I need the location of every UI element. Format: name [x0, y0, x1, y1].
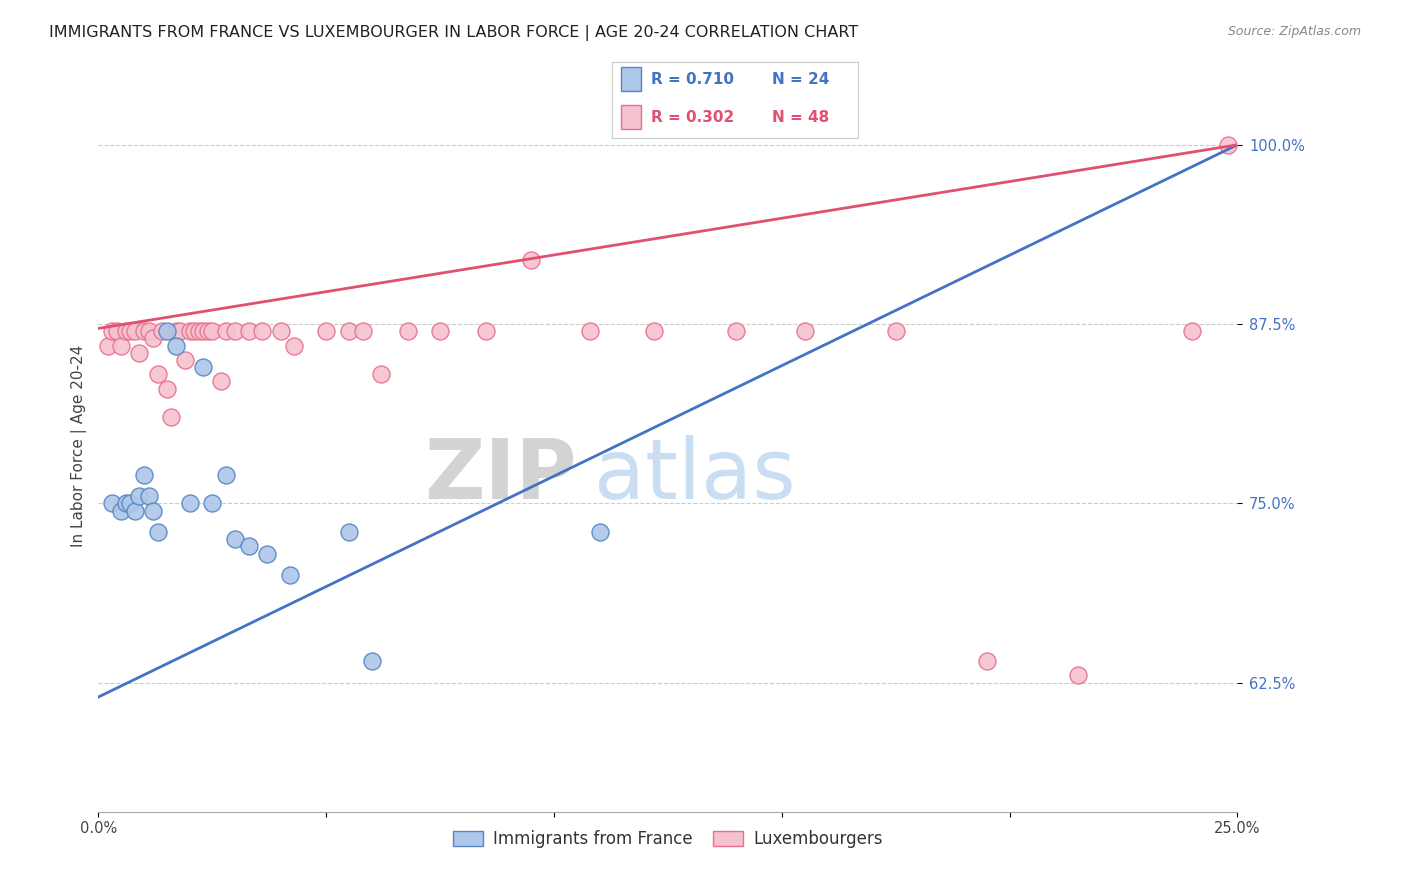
Point — [105, 324, 128, 338]
Point — [224, 533, 246, 547]
Point — [643, 324, 665, 338]
Point — [215, 467, 238, 482]
Point — [193, 324, 215, 338]
Point — [142, 331, 165, 345]
Point — [128, 345, 150, 359]
Point — [588, 524, 610, 539]
Point — [120, 496, 142, 510]
Point — [169, 324, 191, 338]
Point — [252, 324, 274, 338]
Point — [201, 496, 224, 510]
Point — [165, 338, 187, 352]
Point — [370, 368, 392, 382]
Point — [174, 353, 197, 368]
Point — [193, 360, 215, 375]
FancyBboxPatch shape — [621, 67, 641, 91]
Point — [96, 338, 118, 352]
Point — [124, 503, 146, 517]
Point — [179, 496, 201, 510]
Point — [156, 324, 179, 338]
Point — [337, 324, 360, 338]
Point — [110, 338, 132, 352]
Point — [396, 324, 419, 338]
Point — [238, 324, 260, 338]
Text: Source: ZipAtlas.com: Source: ZipAtlas.com — [1227, 25, 1361, 38]
Point — [1067, 668, 1090, 682]
Point — [884, 324, 907, 338]
Point — [1181, 324, 1204, 338]
Point — [132, 467, 155, 482]
Point — [278, 568, 301, 582]
Point — [224, 324, 246, 338]
Point — [132, 324, 155, 338]
Point — [101, 324, 124, 338]
Point — [128, 489, 150, 503]
Point — [101, 496, 124, 510]
Point — [679, 840, 702, 855]
Point — [110, 503, 132, 517]
Point — [352, 324, 374, 338]
Point — [114, 496, 136, 510]
Point — [337, 524, 360, 539]
Point — [156, 382, 179, 396]
Text: R = 0.302: R = 0.302 — [651, 110, 734, 125]
Point — [179, 324, 201, 338]
Point — [209, 375, 232, 389]
Point — [146, 368, 169, 382]
Point — [429, 324, 451, 338]
Point — [187, 324, 209, 338]
Text: atlas: atlas — [593, 434, 796, 516]
Legend: Immigrants from France, Luxembourgers: Immigrants from France, Luxembourgers — [447, 823, 889, 855]
Point — [793, 324, 815, 338]
Point — [114, 324, 136, 338]
Point — [201, 324, 224, 338]
Point — [270, 324, 292, 338]
Y-axis label: In Labor Force | Age 20-24: In Labor Force | Age 20-24 — [72, 345, 87, 547]
Text: IMMIGRANTS FROM FRANCE VS LUXEMBOURGER IN LABOR FORCE | AGE 20-24 CORRELATION CH: IMMIGRANTS FROM FRANCE VS LUXEMBOURGER I… — [49, 25, 859, 41]
Text: N = 24: N = 24 — [772, 71, 830, 87]
Point — [160, 410, 183, 425]
Point — [146, 524, 169, 539]
Point — [520, 252, 543, 267]
Point — [256, 547, 278, 561]
Point — [725, 324, 748, 338]
Text: ZIP: ZIP — [425, 434, 576, 516]
Point — [474, 324, 496, 338]
Point — [197, 324, 219, 338]
Point — [138, 489, 160, 503]
Point — [1218, 137, 1240, 152]
Point — [138, 324, 160, 338]
Text: N = 48: N = 48 — [772, 110, 828, 125]
Point — [165, 324, 187, 338]
Point — [976, 654, 998, 668]
Point — [142, 503, 165, 517]
Point — [120, 324, 142, 338]
Text: R = 0.710: R = 0.710 — [651, 71, 734, 87]
Point — [360, 654, 382, 668]
Point — [238, 540, 260, 554]
Point — [283, 338, 305, 352]
Point — [579, 324, 602, 338]
Point — [215, 324, 238, 338]
Point — [183, 324, 205, 338]
FancyBboxPatch shape — [621, 105, 641, 129]
Point — [315, 324, 337, 338]
Point — [124, 324, 146, 338]
Point — [150, 324, 173, 338]
